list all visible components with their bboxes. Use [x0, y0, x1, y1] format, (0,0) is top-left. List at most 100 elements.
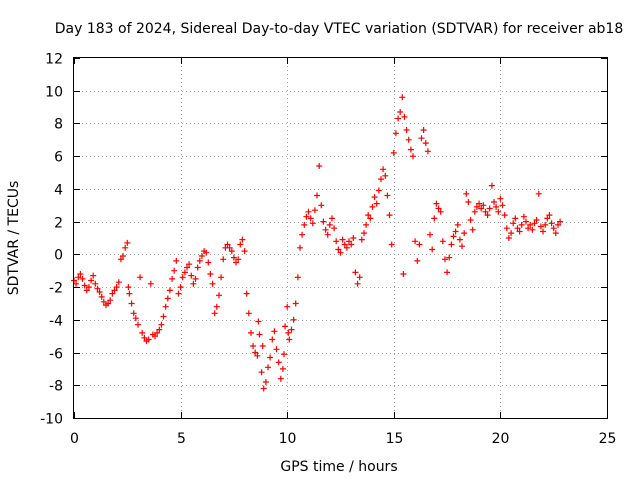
data-point-marker — [175, 290, 182, 297]
data-point-marker — [117, 256, 124, 263]
data-point-marker — [531, 220, 538, 227]
data-point-marker — [486, 205, 493, 212]
data-point-marker — [412, 238, 419, 245]
data-point-marker — [446, 254, 453, 261]
data-points — [71, 94, 564, 392]
data-point-marker — [450, 233, 457, 240]
data-point-marker — [158, 321, 165, 328]
y-axis-label: SDTVAR / TECUs — [6, 181, 22, 296]
data-point-marker — [135, 321, 141, 328]
data-point-marker — [378, 176, 384, 183]
data-point-marker — [109, 290, 116, 297]
data-point-marker — [288, 326, 295, 333]
data-point-marker — [243, 290, 250, 297]
y-tick-label: -10 — [40, 412, 63, 428]
data-point-marker — [469, 226, 476, 233]
y-tick-label: 10 — [45, 85, 63, 101]
data-point-marker — [267, 354, 274, 361]
data-point-marker — [252, 349, 259, 356]
data-point-marker — [73, 280, 80, 287]
y-tick-label: -4 — [49, 314, 63, 330]
data-point-marker — [333, 238, 340, 245]
data-point-marker — [128, 300, 135, 307]
data-point-marker — [314, 192, 320, 199]
data-point-marker — [503, 225, 510, 232]
data-point-marker — [361, 230, 367, 237]
chart-title: Day 183 of 2024, Sidereal Day-to-day VTE… — [55, 21, 624, 37]
data-point-marker — [196, 257, 203, 264]
data-point-marker — [218, 274, 225, 281]
data-point-marker — [339, 236, 346, 243]
data-point-marker — [435, 205, 442, 212]
data-point-marker — [525, 225, 532, 232]
y-tick-label: -6 — [49, 347, 63, 363]
data-point-marker — [399, 94, 406, 101]
data-point-marker — [512, 215, 519, 222]
data-point-marker — [124, 239, 131, 246]
data-point-marker — [107, 297, 114, 304]
data-point-marker — [537, 223, 544, 230]
data-point-marker — [173, 257, 180, 264]
axis-ticks: 0 5 10 15 20 25 -10 -8 -6 -4 -2 0 2 4 6 8 10 12 — [40, 52, 616, 448]
data-point-marker — [125, 284, 132, 291]
data-point-marker — [77, 271, 84, 277]
data-point-marker — [230, 254, 237, 261]
y-tick-label: 12 — [45, 52, 63, 68]
data-point-marker — [186, 261, 193, 268]
data-point-marker — [488, 182, 495, 189]
data-point-marker — [384, 192, 391, 199]
data-point-marker — [286, 336, 293, 343]
data-point-marker — [188, 272, 195, 279]
y-tick-label: 0 — [54, 248, 63, 264]
data-point-marker — [491, 199, 497, 205]
data-point-marker — [164, 295, 171, 302]
data-point-marker — [388, 241, 395, 248]
data-point-marker — [540, 228, 546, 235]
data-point-marker — [480, 202, 487, 209]
data-point-marker — [154, 329, 161, 336]
data-point-marker — [324, 231, 331, 238]
data-point-marker — [241, 248, 248, 255]
data-point-marker — [220, 256, 227, 263]
data-point-marker — [356, 274, 363, 281]
data-point-marker — [192, 275, 199, 282]
y-tick-label: -2 — [49, 281, 63, 297]
data-point-marker — [83, 287, 90, 294]
data-point-marker — [285, 329, 292, 336]
data-point-marker — [346, 238, 352, 245]
data-point-marker — [98, 293, 105, 300]
data-point-marker — [463, 190, 470, 197]
data-point-marker — [316, 163, 323, 169]
data-point-marker — [256, 331, 263, 338]
data-point-marker — [320, 218, 327, 225]
data-point-marker — [501, 212, 508, 219]
data-point-marker — [518, 221, 525, 228]
data-point-marker — [294, 274, 301, 281]
data-point-marker — [555, 221, 561, 228]
data-point-marker — [258, 369, 265, 376]
data-point-marker — [88, 277, 95, 284]
grid-lines — [74, 58, 607, 418]
data-point-marker — [309, 220, 316, 227]
data-point-marker — [422, 140, 429, 147]
data-point-marker — [166, 287, 173, 294]
data-point-marker — [431, 215, 438, 222]
data-point-marker — [400, 271, 407, 277]
data-point-marker — [162, 303, 169, 310]
data-point-marker — [348, 241, 355, 248]
data-point-marker — [115, 279, 122, 286]
data-point-marker — [297, 244, 303, 251]
data-point-marker — [427, 231, 433, 238]
data-point-marker — [382, 172, 389, 179]
y-tick-label: 4 — [54, 183, 63, 199]
data-point-marker — [207, 271, 214, 277]
data-point-marker — [439, 238, 446, 245]
data-point-marker — [254, 352, 261, 359]
data-point-marker — [198, 253, 205, 259]
data-point-marker — [85, 284, 92, 291]
data-point-marker — [520, 213, 527, 220]
data-point-marker — [452, 228, 459, 235]
data-point-marker — [290, 316, 297, 323]
